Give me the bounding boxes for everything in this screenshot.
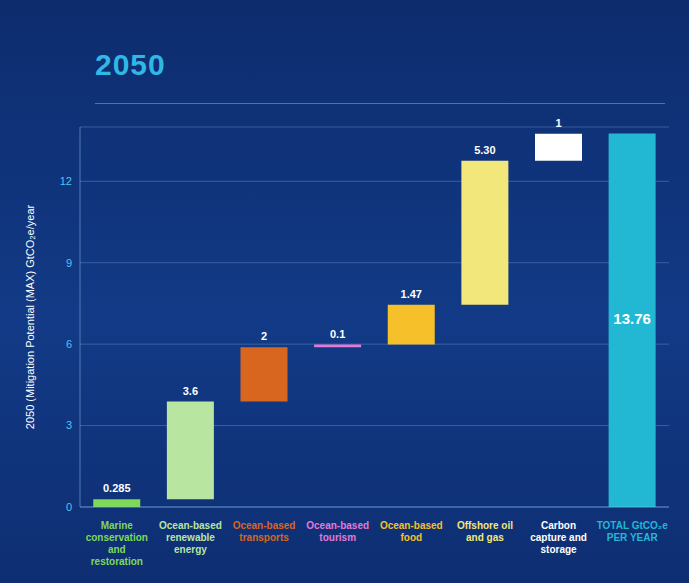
- html-text:2050: 2050: [95, 48, 166, 81]
- svg-text:5.30: 5.30: [474, 144, 495, 156]
- svg-text:0.285: 0.285: [103, 482, 131, 494]
- svg-text:9: 9: [66, 257, 72, 269]
- svg-text:2: 2: [261, 330, 267, 342]
- svg-text:2050 (Mitigation Potential (MA: 2050 (Mitigation Potential (MAX) GtCO₂e/…: [24, 204, 36, 429]
- svg-text:Offshore oiland gas: Offshore oiland gas: [457, 520, 513, 543]
- svg-text:12: 12: [60, 175, 72, 187]
- svg-text:0: 0: [66, 501, 72, 513]
- svg-text:TOTAL GtCO₂ePER YEAR: TOTAL GtCO₂ePER YEAR: [597, 520, 669, 543]
- svg-text:Marineconservationandrestorati: Marineconservationandrestoration: [86, 520, 148, 567]
- svg-text:Ocean-basedrenewableenergy: Ocean-basedrenewableenergy: [159, 520, 222, 555]
- svg-text:Ocean-basedtourism: Ocean-basedtourism: [306, 520, 369, 543]
- svg-text:3: 3: [66, 419, 72, 431]
- svg-text:Ocean-basedfood: Ocean-basedfood: [380, 520, 443, 543]
- svg-text:6: 6: [66, 338, 72, 350]
- svg-text:3.6: 3.6: [183, 385, 198, 397]
- svg-text:0.1: 0.1: [330, 328, 345, 340]
- svg-text:13.76: 13.76: [613, 310, 651, 327]
- svg-text:Carboncapture andstorage: Carboncapture andstorage: [530, 520, 587, 555]
- svg-text:1.47: 1.47: [401, 288, 422, 300]
- svg-text:1: 1: [555, 117, 561, 129]
- svg-text:Ocean-basedtransports: Ocean-basedtransports: [233, 520, 296, 543]
